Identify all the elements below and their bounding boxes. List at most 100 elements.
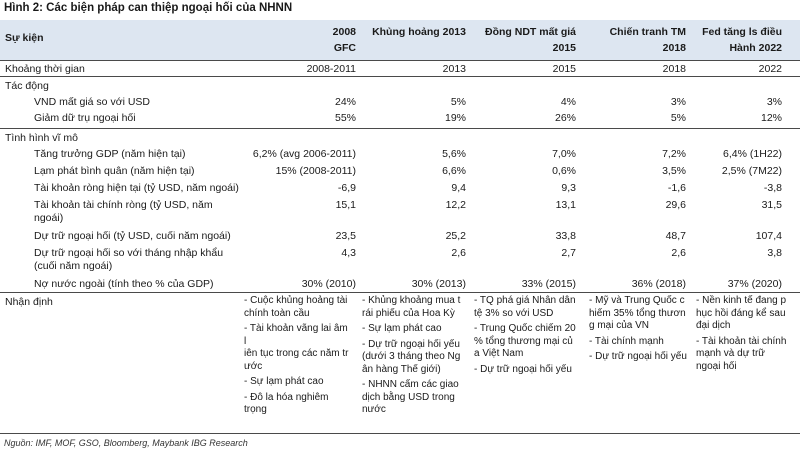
impact-row-value: 55% <box>334 112 356 124</box>
macro-row-value: 7,0% <box>552 148 576 160</box>
macro-row-value: 15,1 <box>335 199 356 211</box>
macro-section-label: Tình hình vĩ mô <box>5 132 78 144</box>
assessment-item: - Đô la hóa nghiêm trọng <box>244 391 329 416</box>
period-row-value: 2022 <box>758 63 782 75</box>
assessment-item: - Tài khoản tài chính mạnh và dự trữ ngoại… <box>696 335 787 372</box>
row-divider <box>0 128 800 129</box>
header-col-3-sub: 2018 <box>662 42 686 54</box>
macro-row-value: 12,2 <box>445 199 466 211</box>
assessment-item: - Tài khoản vãng lai âm l iên tục trong c… <box>244 323 349 372</box>
header-col-1: Khủng hoảng 2013 <box>372 26 466 38</box>
macro-row-value: -3,8 <box>763 182 782 194</box>
row-divider <box>0 60 800 61</box>
assessment-item: - Trung Quốc chiếm 20% tổng thương mại c… <box>474 323 576 359</box>
macro-row-value: 3,5% <box>662 165 686 177</box>
macro-row-value: 9,3 <box>561 182 576 194</box>
assessment-col-0: - Cuộc khủng hoảng tài chính toàn cầu - Tà… <box>244 295 352 420</box>
impact-row-value: 4% <box>560 96 576 108</box>
assessment-item: - Dự trữ ngoại hối yếu <box>589 351 687 362</box>
macro-row-value: 107,4 <box>755 230 782 242</box>
macro-row-value: 0,6% <box>552 165 576 177</box>
macro-row-value: 23,5 <box>335 230 356 242</box>
period-row-label: Khoảng thời gian <box>5 63 85 75</box>
row-divider <box>0 433 800 434</box>
macro-row-value: 37% (2020) <box>727 278 782 290</box>
assessment-item: - Tài chính mạnh <box>589 335 664 347</box>
assessment-section-label: Nhận định <box>5 296 53 308</box>
assessment-col-4: - Nền kinh tế đang p hục hồi đáng kể sau đ… <box>696 295 800 376</box>
assessment-item: - Cuộc khủng hoảng tài chính toàn cầu <box>244 295 348 319</box>
macro-row-value: 36% (2018) <box>631 278 686 290</box>
period-row-value: 2013 <box>442 63 466 75</box>
macro-row-label: Tài khoản tài chính ròng (tỷ USD, năm <box>34 199 213 211</box>
macro-row-value: 6,6% <box>442 165 466 177</box>
assessment-item: - Dự trữ ngoại hối yếu <box>474 363 572 375</box>
macro-row-label: Lạm phát bình quân (năm hiện tại) <box>34 165 195 177</box>
macro-row-value: 30% (2013) <box>411 278 466 290</box>
assessment-item: - Sự lạm phát cao <box>362 323 442 334</box>
row-divider <box>0 76 800 77</box>
macro-row-value: 7,2% <box>662 148 686 160</box>
macro-row-value: 2,6 <box>671 247 686 259</box>
assessment-item: - Dự trữ ngoại hối yếu (dưới 3 tháng theo… <box>362 338 461 375</box>
impact-row-value: 19% <box>444 112 466 124</box>
macro-row-value: 30% (2010) <box>301 278 356 290</box>
macro-row-value: 31,5 <box>761 199 782 211</box>
header-col-4: Fed tăng ls điều <box>702 26 782 38</box>
macro-row-label: Dự trữ ngoại hối so với tháng nhập khẩu <box>34 247 224 259</box>
assessment-item: - Nền kinh tế đang p hục hồi đáng kể sau đ… <box>696 295 787 331</box>
macro-row-value: 29,6 <box>665 199 686 211</box>
macro-row-value: -6,9 <box>337 182 356 194</box>
macro-row-value: 48,7 <box>665 230 686 242</box>
impact-row-label: VND mất giá so với USD <box>34 96 150 108</box>
macro-row-value: 4,3 <box>341 247 356 259</box>
macro-row-value: 5,6% <box>442 148 466 160</box>
assessment-col-3: - Mỹ và Trung Quốc c hiếm 35% tổng thươn g… <box>589 295 697 367</box>
macro-row-value: 2,5% (7M22) <box>721 165 782 177</box>
assessment-item: - Mỹ và Trung Quốc c hiếm 35% tổng thươn g… <box>589 295 686 331</box>
figure-title: Hình 2: Các biện pháp can thiệp ngoại hố… <box>4 2 293 14</box>
header-col-2-sub: 2015 <box>552 42 576 54</box>
period-row-value: 2008-2011 <box>306 63 356 75</box>
assessment-item: - TQ phá giá Nhân dân tệ 3% so với USD <box>474 295 576 319</box>
impact-row-value: 5% <box>670 112 686 124</box>
macro-row-label: Dự trữ ngoại hối (tỷ USD, cuối năm ngoái… <box>34 230 231 242</box>
macro-row-value: 25,2 <box>445 230 466 242</box>
header-col-0: 2008 <box>332 26 356 38</box>
macro-row-value: 33% (2015) <box>521 278 576 290</box>
macro-row-value: 33,8 <box>555 230 576 242</box>
macro-row-value: 9,4 <box>451 182 466 194</box>
impact-row-value: 5% <box>450 96 466 108</box>
assessment-item: - NHNN cấm các giao dịch bằng USD trong nư… <box>362 379 459 415</box>
assessment-item: - Khủng khoảng mua t rái phiếu của Hoa Kỳ <box>362 295 461 319</box>
macro-row-label-2: (cuối năm ngoái) <box>34 260 113 272</box>
impact-row-label: Giảm dữ trụ ngoại hối <box>34 112 136 124</box>
row-divider <box>0 292 800 293</box>
macro-row-label: Tăng trưởng GDP (năm hiện tại) <box>34 148 186 160</box>
macro-row-value: -1,6 <box>667 182 686 194</box>
header-col-2: Đồng NDT mất giá <box>485 26 576 38</box>
period-row-value: 2015 <box>552 63 576 75</box>
header-col-0-sub: GFC <box>333 42 356 54</box>
period-row-value: 2018 <box>662 63 686 75</box>
macro-row-label-2: ngoái) <box>34 212 64 224</box>
macro-row-value: 15% (2008-2011) <box>275 165 356 177</box>
macro-row-value: 3,8 <box>767 247 782 259</box>
macro-row-label: Nợ nước ngoài (tính theo % của GDP) <box>34 278 214 290</box>
macro-row-label: Tài khoản ròng hiện tại (tỷ USD, năm ngo… <box>34 182 239 194</box>
header-col-4-sub: Hành 2022 <box>729 42 782 54</box>
assessment-col-1: - Khủng khoảng mua t rái phiếu của Hoa Kỳ… <box>362 295 470 420</box>
assessment-item: - Sự lạm phát cao <box>244 376 324 387</box>
source-note: Nguồn: IMF, MOF, GSO, Bloomberg, Maybank… <box>4 438 248 448</box>
header-label: Sự kiện <box>5 32 44 44</box>
macro-row-value: 13,1 <box>555 199 576 211</box>
impact-row-value: 12% <box>760 112 782 124</box>
impact-row-value: 24% <box>334 96 356 108</box>
macro-row-value: 6,4% (1H22) <box>723 148 782 160</box>
macro-row-value: 6,2% (avg 2006-2011) <box>252 148 356 160</box>
impact-section-label: Tác động <box>5 80 49 92</box>
assessment-col-2: - TQ phá giá Nhân dân tệ 3% so với USD - T… <box>474 295 582 379</box>
macro-row-value: 2,7 <box>561 247 576 259</box>
impact-row-value: 26% <box>554 112 576 124</box>
impact-row-value: 3% <box>670 96 686 108</box>
